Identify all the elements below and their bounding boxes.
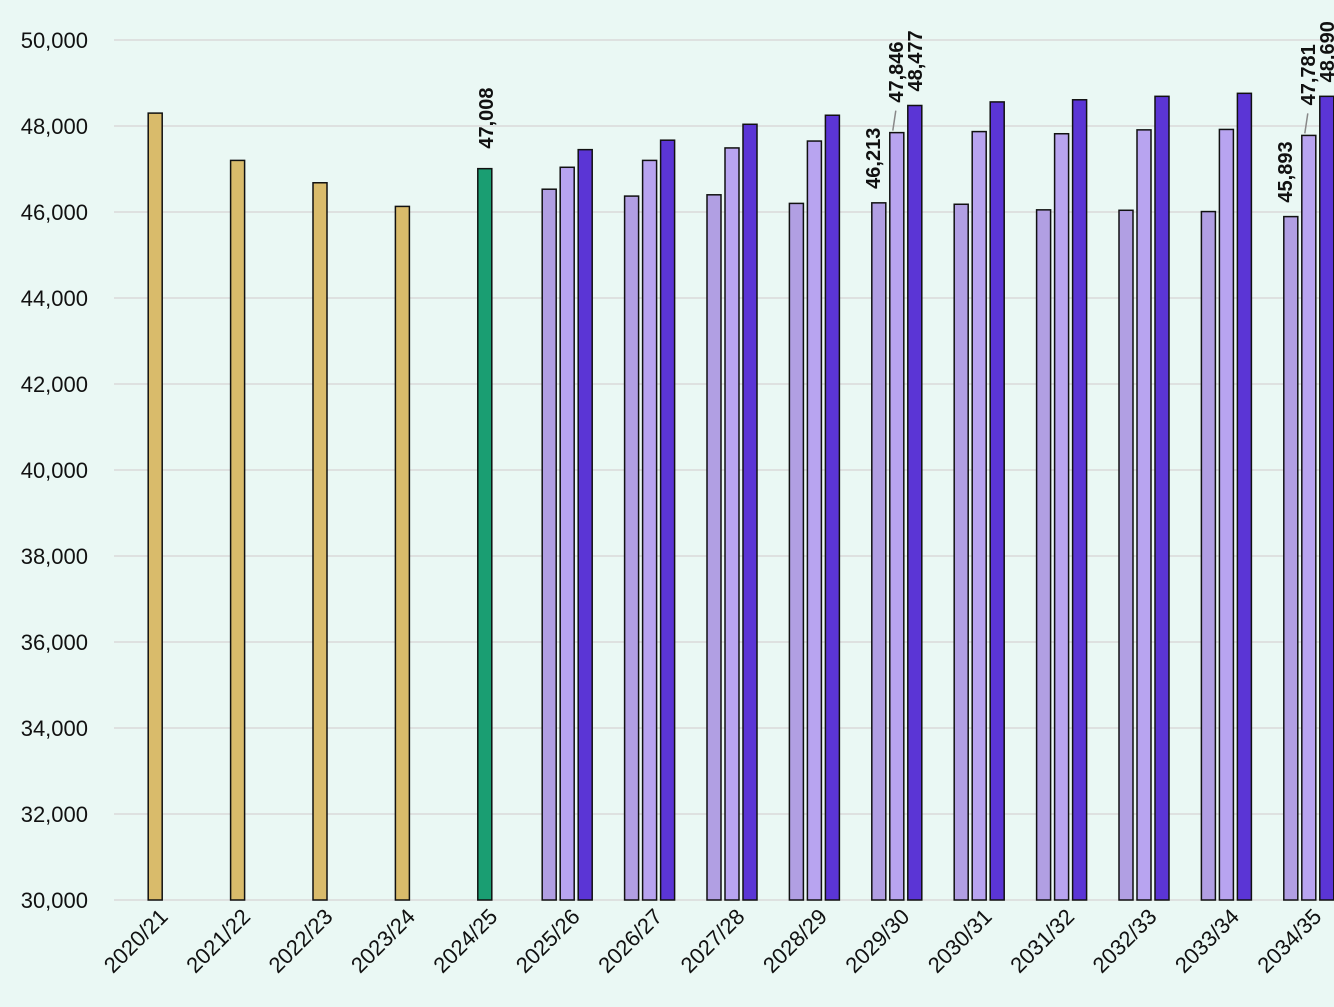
- y-tick-label: 50,000: [21, 28, 88, 53]
- label-leader-line: [892, 110, 897, 131]
- bar-projection-high: [577, 148, 593, 901]
- y-tick-label: 42,000: [21, 372, 88, 397]
- bar-projection-high: [989, 101, 1005, 901]
- bars: [147, 92, 1334, 901]
- data-label: 47,846: [886, 41, 908, 102]
- x-tick-label: 2033/34: [1170, 904, 1244, 978]
- x-axis-tick-labels: 2020/21 2021/22 2022/23 2023/24 2024/25 2025/…: [99, 904, 1327, 978]
- x-tick-label: 2020/21: [99, 904, 173, 978]
- x-tick-label: 2026/27: [593, 904, 667, 978]
- y-tick-label: 44,000: [21, 286, 88, 311]
- bar-projection-high: [1319, 95, 1334, 901]
- label-leader-lines: [892, 110, 1309, 134]
- x-tick-label: 2032/33: [1088, 904, 1162, 978]
- y-tick-label: 32,000: [21, 802, 88, 827]
- x-tick-label: 2023/24: [346, 904, 420, 978]
- bar-actual: [229, 159, 246, 901]
- bar-current: [477, 167, 493, 901]
- bar-projection-low: [1283, 215, 1299, 901]
- y-tick-label: 48,000: [21, 114, 88, 139]
- bar-projection-low: [871, 202, 887, 901]
- y-tick-label: 34,000: [21, 716, 88, 741]
- bar-projection-mid: [1218, 128, 1235, 901]
- y-tick-label: 36,000: [21, 630, 88, 655]
- y-tick-label: 30,000: [21, 888, 88, 913]
- bar-projection-mid: [559, 166, 575, 901]
- x-tick-label: 2028/29: [758, 904, 832, 978]
- bar-projection-mid: [1136, 129, 1152, 901]
- x-tick-label: 2021/22: [181, 904, 255, 978]
- bar-projection-high: [1236, 92, 1253, 901]
- bar-projection-mid: [724, 147, 740, 901]
- bar-projection-low: [706, 194, 722, 901]
- bar-actual: [394, 205, 411, 901]
- x-tick-label: 2025/26: [511, 904, 585, 978]
- x-tick-label: 2022/23: [264, 904, 338, 978]
- data-label: 45,893: [1275, 141, 1297, 202]
- bar-actual: [312, 182, 328, 901]
- bar-projection-mid: [971, 130, 987, 901]
- bar-projection-low: [1118, 209, 1134, 901]
- x-tick-label: 2027/28: [676, 904, 750, 978]
- bar-projection-low: [623, 195, 640, 901]
- bar-projection-low: [953, 203, 969, 901]
- y-tick-label: 38,000: [21, 544, 88, 569]
- bar-projection-low: [788, 202, 805, 901]
- bar-projection-high: [824, 114, 841, 901]
- bar-actual: [147, 112, 163, 901]
- x-tick-label: 2034/35: [1252, 904, 1326, 978]
- bar-projection-mid: [889, 131, 905, 901]
- bar-projection-mid: [1301, 134, 1317, 901]
- label-leader-line: [1304, 113, 1309, 134]
- data-label: 48,477: [905, 30, 927, 91]
- bar-projection-high: [659, 139, 676, 901]
- x-tick-label: 2029/30: [840, 904, 914, 978]
- bar-projection-low: [1035, 209, 1052, 901]
- data-label: 48,690: [1317, 21, 1334, 82]
- bar-projection-mid: [641, 159, 658, 901]
- bar-projection-mid: [1053, 132, 1070, 901]
- data-label: 47,781: [1298, 44, 1320, 105]
- bar-projection-high: [1154, 95, 1170, 901]
- bar-projection-high: [742, 123, 758, 901]
- x-tick-label: 2024/25: [428, 904, 502, 978]
- y-axis-tick-labels: 30,000 32,000 34,000 36,000 38,000 40,000 42,0…: [21, 28, 88, 913]
- data-label: 46,213: [863, 128, 885, 189]
- y-tick-label: 46,000: [21, 200, 88, 225]
- bar-projection-low: [541, 188, 557, 901]
- bar-projection-high: [1071, 99, 1088, 901]
- data-label: 47,008: [476, 87, 498, 148]
- y-tick-label: 40,000: [21, 458, 88, 483]
- bar-projection-mid: [806, 140, 823, 901]
- x-tick-label: 2031/32: [1005, 904, 1079, 978]
- x-tick-label: 2030/31: [923, 904, 997, 978]
- bar-projection-high: [907, 104, 923, 901]
- bar-projection-low: [1200, 210, 1217, 901]
